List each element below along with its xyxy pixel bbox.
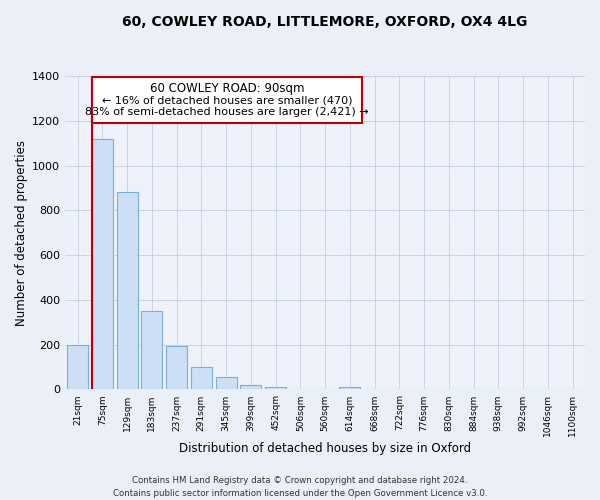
- Text: 83% of semi-detached houses are larger (2,421) →: 83% of semi-detached houses are larger (…: [85, 108, 369, 118]
- Bar: [340, 387, 361, 390]
- X-axis label: Distribution of detached houses by size in Oxford: Distribution of detached houses by size …: [179, 442, 471, 455]
- Text: 60 COWLEY ROAD: 90sqm: 60 COWLEY ROAD: 90sqm: [150, 82, 304, 96]
- Bar: [166, 346, 187, 390]
- Title: 60, COWLEY ROAD, LITTLEMORE, OXFORD, OX4 4LG: 60, COWLEY ROAD, LITTLEMORE, OXFORD, OX4…: [122, 15, 528, 29]
- Y-axis label: Number of detached properties: Number of detached properties: [15, 140, 28, 326]
- Bar: [141, 311, 163, 390]
- Bar: [67, 344, 88, 390]
- Text: ← 16% of detached houses are smaller (470): ← 16% of detached houses are smaller (47…: [102, 95, 352, 105]
- Text: Contains HM Land Registry data © Crown copyright and database right 2024.
Contai: Contains HM Land Registry data © Crown c…: [113, 476, 487, 498]
- Bar: [92, 138, 113, 390]
- Bar: [265, 387, 286, 390]
- Bar: [116, 192, 137, 390]
- Bar: [215, 377, 236, 390]
- Bar: [191, 367, 212, 390]
- FancyBboxPatch shape: [92, 77, 362, 123]
- Bar: [240, 385, 262, 390]
